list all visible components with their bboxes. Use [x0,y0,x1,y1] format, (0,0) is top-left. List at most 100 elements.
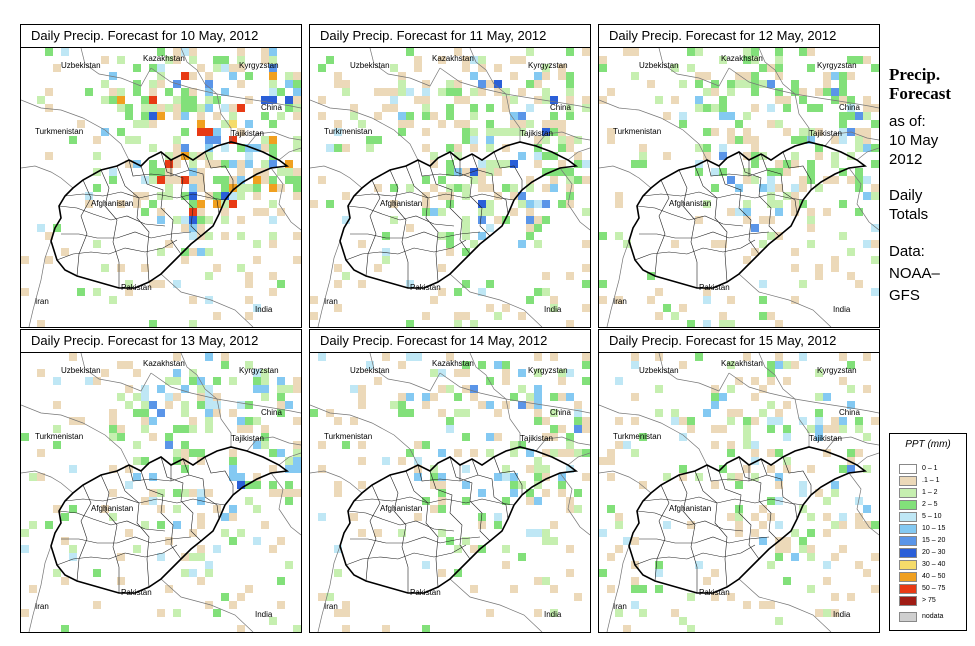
province-boundary [347,510,455,532]
precip-cell [558,481,566,489]
precip-cell [815,425,823,433]
precip-cell [149,160,157,168]
province-boundary [128,159,190,177]
precip-cell [767,184,775,192]
country-border [599,470,652,494]
precip-cell [326,593,334,601]
precip-cell [141,393,149,401]
precip-cell [631,48,639,56]
precip-cell [189,425,197,433]
precip-cell [438,232,446,240]
country-border [856,147,879,161]
precip-cell [398,361,406,369]
country-border [728,67,879,109]
precip-cell [534,473,542,481]
country-border [856,452,879,466]
precip-cell [29,473,37,481]
country-label-tajikistan: Tajikistan [520,434,553,443]
precip-cell [181,465,189,473]
country-label-china: China [261,408,282,417]
precip-cell [69,545,77,553]
precip-cell [149,96,157,104]
precip-cell [245,497,253,505]
precip-cell [751,88,759,96]
precip-cell [751,441,759,449]
precip-cell [847,457,855,465]
precip-cell [486,401,494,409]
province-boundary [350,536,481,544]
precip-cell [494,80,502,88]
precip-cell [237,104,245,112]
precip-cell [631,577,639,585]
precip-cell [293,112,301,120]
precip-cell [486,433,494,441]
precip-cell [133,457,141,465]
precip-cell [847,104,855,112]
precip-cell [406,449,414,457]
precip-cell [197,168,205,176]
precip-cell [173,136,181,144]
precip-cell [815,369,823,377]
precip-cell [558,377,566,385]
country-border [317,240,341,327]
precip-cell [173,160,181,168]
precip-cell [743,353,751,361]
precip-cell [679,120,687,128]
precip-cell [334,120,342,128]
precip-cell [855,168,863,176]
precip-cell [53,569,61,577]
precip-cell [502,304,510,312]
precip-cell [334,72,342,80]
precip-cell [871,224,879,232]
precip-cell [494,216,502,224]
precip-cell [21,433,29,441]
precip-cell [117,56,125,64]
precip-cell [406,280,414,288]
precip-cell [534,240,542,248]
country-border [606,240,630,327]
precip-cell [510,208,518,216]
country-label-iran: Iran [613,602,627,611]
precip-cell [189,88,197,96]
precip-cell [61,248,69,256]
precip-cell [494,473,502,481]
precip-cell [615,377,623,385]
precip-cell [574,401,582,409]
precip-cell [157,521,165,529]
precip-cell [486,280,494,288]
precip-cell [534,577,542,585]
precip-cell [245,72,253,80]
precip-cell [285,72,293,80]
precip-cell [847,593,855,601]
precip-cell [494,128,502,136]
precip-cell [406,48,414,56]
precip-cell [494,312,502,320]
precip-cell [470,136,478,144]
precip-cell [29,521,37,529]
precip-cell [285,176,293,184]
precip-cell [77,288,85,296]
precip-cell [422,112,430,120]
precip-cell [767,232,775,240]
country-border [449,578,543,632]
precip-cell [566,192,574,200]
precip-cell [655,312,663,320]
country-border [21,470,74,494]
precip-cell [767,377,775,385]
precip-cell [727,449,735,457]
precip-cell [639,609,647,617]
precip-cell [454,545,462,553]
precip-cell [181,248,189,256]
precip-cell [623,240,631,248]
precip-cell [470,128,478,136]
precip-cell [334,417,342,425]
precip-cell [542,537,550,545]
precip-cell [518,200,526,208]
precip-cell [69,136,77,144]
precip-cell [847,449,855,457]
precip-cell [534,80,542,88]
precip-cell [53,377,61,385]
precip-cell [366,144,374,152]
precip-cell [671,96,679,104]
precip-cell [237,593,245,601]
